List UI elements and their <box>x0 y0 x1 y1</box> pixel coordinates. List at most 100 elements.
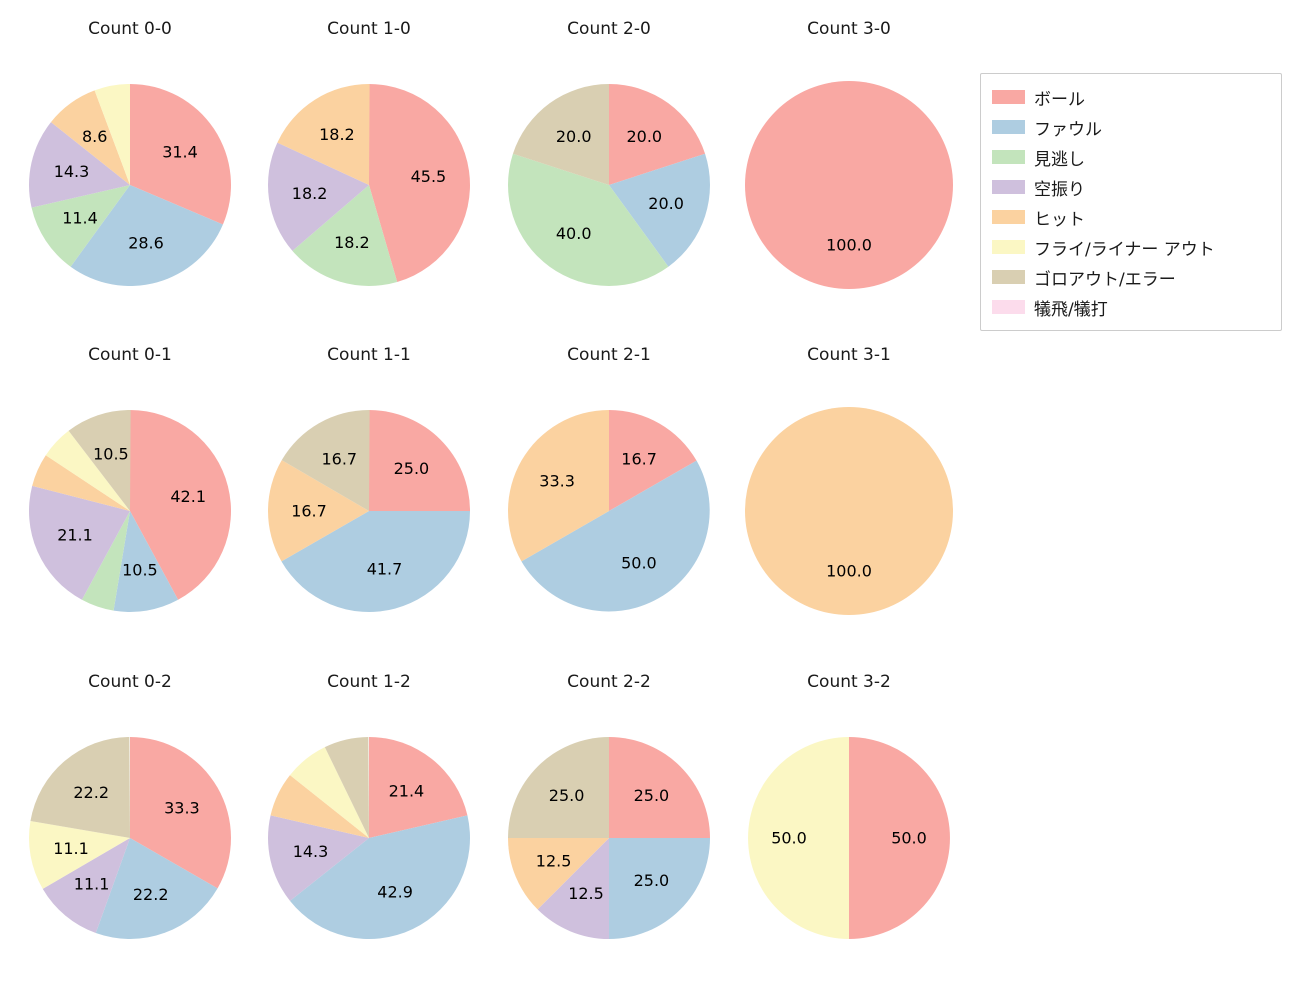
pie-svg-count-0-0: 31.4 28.6 11.4 14.3 8.6 <box>28 84 231 286</box>
pie-slice-hit <box>50 90 131 185</box>
pie-slice-hit <box>267 460 369 562</box>
pie-chart-count-1-0: Count 1-0 45.5 18.2 18.2 18.2 <box>239 15 499 315</box>
slice-percent-label-ball: 21.4 <box>389 782 425 801</box>
pie-slice-ball <box>130 410 231 600</box>
legend-item-foul: ファウル <box>992 112 1270 142</box>
pie-slice-called-strike <box>31 185 130 267</box>
slice-percent-label-ball: 31.4 <box>162 142 198 161</box>
pie-slice-foul <box>113 511 179 613</box>
slice-percent-label-foul: 25.0 <box>634 871 670 890</box>
slice-percent-label-ball: 16.7 <box>621 450 657 469</box>
pie-chart-count-2-0: Count 2-0 20.0 20.0 40.0 20.0 <box>479 15 739 315</box>
pie-svg-count-0-2: 33.3 22.2 11.1 11.1 22.2 <box>28 737 231 939</box>
slice-percent-label-groundout-error: 10.5 <box>93 445 129 464</box>
slice-percent-label-called-strike: 18.2 <box>334 233 370 252</box>
pie-svg-count-1-2: 21.4 42.9 14.3 <box>267 737 471 939</box>
pie-slice-hit <box>508 410 609 562</box>
pie-chart-count-1-2: Count 1-2 21.4 42.9 14.3 <box>239 668 499 968</box>
slice-percent-label-groundout-error: 16.7 <box>321 449 357 468</box>
chart-title-count-2-0: Count 2-0 <box>567 19 651 39</box>
slice-percent-label-foul: 22.2 <box>133 885 169 904</box>
pie-slice-foul <box>70 185 223 286</box>
pie-chart-count-3-1: Count 3-1 100.0 <box>719 341 979 641</box>
pie-slice-called-strike <box>507 153 669 287</box>
pie-slice-ball <box>369 84 471 282</box>
pie-slice-hit <box>745 407 953 615</box>
slice-percent-label-swinging-strike: 12.5 <box>568 884 604 903</box>
pie-chart-count-0-0: Count 0-0 31.4 28.6 11.4 14.3 8.6 <box>0 15 260 315</box>
legend-item-groundout-error: ゴロアウト/エラー <box>992 262 1270 292</box>
pie-svg-count-2-2: 25.0 25.0 12.5 12.5 25.0 <box>508 737 710 939</box>
pie-chart-count-3-2: Count 3-2 50.0 50.0 <box>719 668 979 968</box>
pie-slice-ball <box>609 84 706 185</box>
pie-chart-count-0-2: Count 0-2 33.3 22.2 11.1 11.1 22.2 <box>0 668 260 968</box>
pie-chart-count-1-1: Count 1-1 25.0 41.7 16.7 16.7 <box>239 341 499 641</box>
pie-slice-foul <box>281 511 470 612</box>
slice-percent-label-swinging-strike: 14.3 <box>293 842 329 861</box>
pie-slice-foul <box>289 815 471 939</box>
pie-slice-ball <box>609 737 710 838</box>
pie-chart-count-2-1: Count 2-1 16.7 50.0 33.3 <box>479 341 739 641</box>
slice-percent-label-hit: 100.0 <box>826 562 872 581</box>
chart-title-count-2-1: Count 2-1 <box>567 345 651 365</box>
pie-chart-count-3-0: Count 3-0 100.0 <box>719 15 979 315</box>
slice-percent-label-fly-liner-out: 50.0 <box>771 829 807 848</box>
pie-slice-hit <box>32 455 130 511</box>
slice-percent-label-swinging-strike: 11.1 <box>74 875 110 894</box>
legend-label-fly-liner-out: フライ/ライナー アウト <box>1034 239 1215 260</box>
legend-label-called-strike: 見逃し <box>1034 149 1085 170</box>
slice-percent-label-ball: 33.3 <box>164 798 200 817</box>
chart-title-count-0-2: Count 0-2 <box>88 672 172 692</box>
hit-color-swatch <box>992 210 1025 224</box>
pie-slice-fly-liner-out <box>94 84 130 185</box>
pie-slice-foul <box>95 838 218 939</box>
legend-item-ball: ボール <box>992 82 1270 112</box>
pie-slice-called-strike <box>292 185 398 287</box>
pie-slice-foul <box>609 153 711 267</box>
pie-slice-ball <box>849 737 950 939</box>
pie-slice-fly-liner-out <box>45 430 131 511</box>
slice-percent-label-foul: 10.5 <box>122 561 158 580</box>
pie-slice-groundout-error <box>30 737 131 838</box>
pie-slice-ball <box>745 81 953 289</box>
legend-label-swinging-strike: 空振り <box>1034 179 1085 200</box>
chart-title-count-3-2: Count 3-2 <box>807 672 891 692</box>
pie-slice-groundout-error <box>281 409 370 511</box>
swinging-strike-color-swatch <box>992 180 1025 194</box>
chart-title-count-1-2: Count 1-2 <box>327 672 411 692</box>
pie-slice-fly-liner-out <box>28 820 130 889</box>
pie-svg-count-3-1: 100.0 <box>745 407 953 615</box>
pie-svg-count-1-0: 45.5 18.2 18.2 18.2 <box>267 83 471 287</box>
pie-slice-fly-liner-out <box>289 747 369 838</box>
slice-percent-label-foul: 28.6 <box>128 233 164 252</box>
pie-slice-swinging-strike <box>267 142 369 251</box>
slice-percent-label-groundout-error: 25.0 <box>549 786 585 805</box>
slice-percent-label-hit: 12.5 <box>536 852 572 871</box>
slice-percent-label-hit: 33.3 <box>539 471 575 490</box>
fly-liner-out-color-swatch <box>992 240 1025 254</box>
legend-item-called-strike: 見逃し <box>992 142 1270 172</box>
slice-percent-label-swinging-strike: 18.2 <box>292 184 328 203</box>
slice-percent-label-groundout-error: 22.2 <box>73 783 109 802</box>
pie-svg-count-2-0: 20.0 20.0 40.0 20.0 <box>507 83 711 287</box>
pie-svg-count-3-0: 100.0 <box>745 81 953 289</box>
slice-percent-label-ball: 45.5 <box>411 167 447 186</box>
pie-slice-ball <box>130 84 231 225</box>
pie-slice-swinging-strike <box>537 838 609 939</box>
pie-chart-count-2-2: Count 2-2 25.0 25.0 12.5 12.5 25.0 <box>479 668 739 968</box>
legend-label-ball: ボール <box>1034 89 1085 110</box>
pie-slice-swinging-strike <box>267 815 369 901</box>
slice-percent-label-ball: 50.0 <box>891 829 927 848</box>
legend-item-sacrifice: 犠飛/犠打 <box>992 292 1270 322</box>
pie-svg-count-3-2: 50.0 50.0 <box>748 737 950 939</box>
legend: ボール ファウル見逃し空振り ヒットフライ/ライナー アウト ゴロアウト/エラー 犠飛/… <box>980 73 1282 331</box>
chart-title-count-1-0: Count 1-0 <box>327 19 411 39</box>
pie-slice-groundout-error <box>68 409 131 511</box>
slice-percent-label-called-strike: 40.0 <box>556 224 592 243</box>
pie-slice-swinging-strike <box>42 838 130 934</box>
pie-slice-groundout-error <box>508 737 609 838</box>
slice-percent-label-hit: 16.7 <box>291 501 327 520</box>
slice-percent-label-swinging-strike: 14.3 <box>54 162 90 181</box>
legend-item-hit: ヒット <box>992 202 1270 232</box>
